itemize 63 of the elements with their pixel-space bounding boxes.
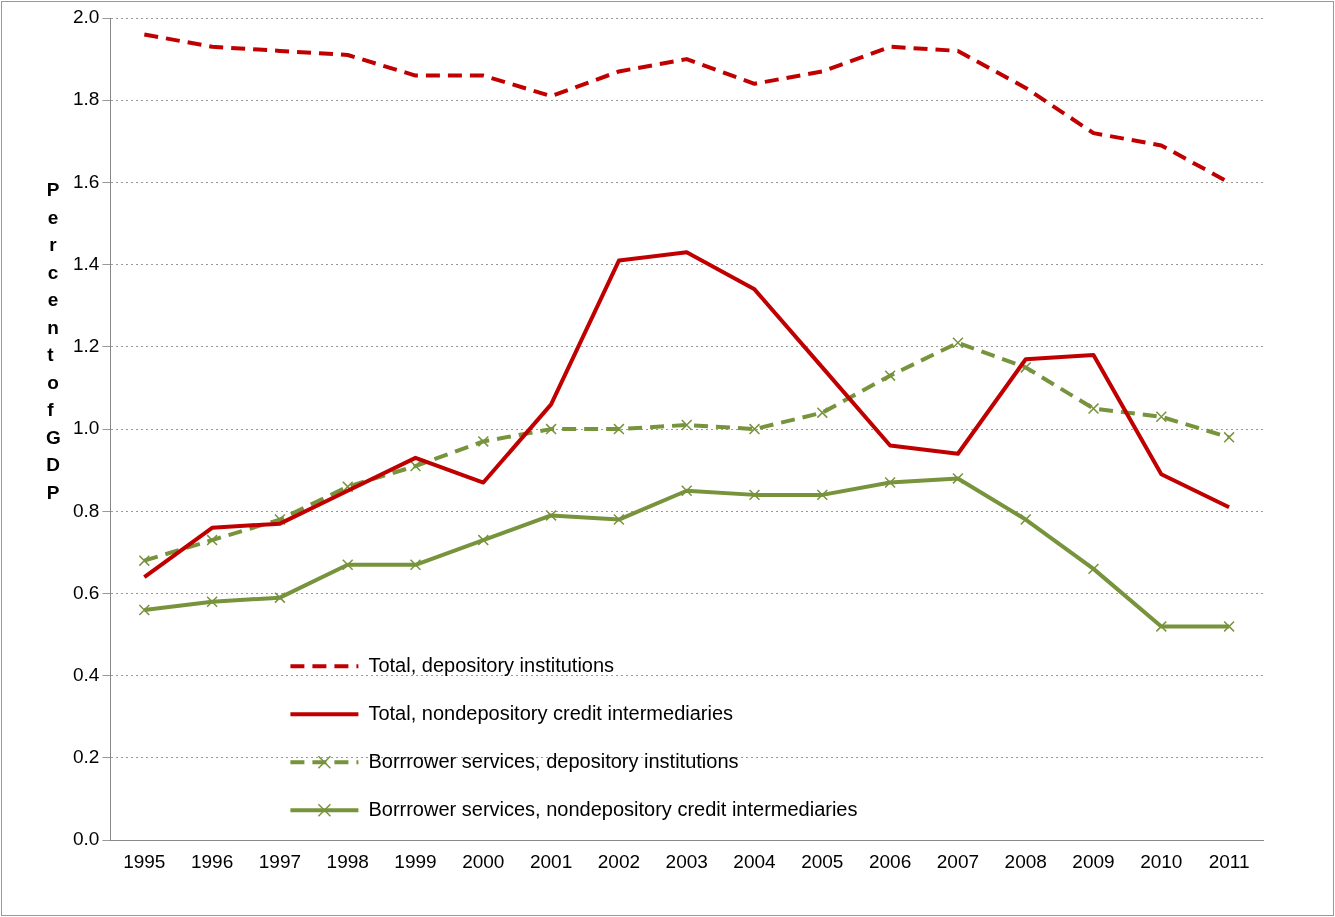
point [816,406,829,419]
y-tick-label: 1.6 [72,170,100,192]
x-tick-label: 2008 [1004,850,1047,872]
legend-label: Borrrower services, nondepository credit intermediaries [368,797,858,820]
point [681,419,693,431]
x-tick-label: 1999 [394,850,437,872]
legend-label: Total, depository institutions [368,653,615,676]
y-tick-label: 1.0 [72,417,100,439]
x-tick-label: 2006 [868,850,912,872]
point [613,423,625,435]
x-tick-label: 2004 [733,850,777,872]
legend-label: Borrrower services, depository institutions [368,749,739,772]
text: Percent of GDP [46,179,61,503]
y-tick-label: 1.4 [72,252,100,274]
point [884,369,896,382]
y-tick-label: 1.2 [72,335,100,357]
x-tick-label: 2007 [936,850,980,872]
point [477,435,490,448]
x-tick-label: 2011 [1208,850,1250,872]
legend-label: Total, nondepository credit intermediaries [368,701,734,724]
y-tick-label: 0.6 [72,581,100,603]
x-tick-label: 2002 [597,850,641,872]
x-tick-label: 2003 [665,850,708,872]
point [1155,620,1167,633]
point [884,476,896,489]
x-tick-label: 1998 [326,850,369,872]
point [681,485,693,497]
y-tick-label: 0.0 [72,828,100,850]
point [1155,411,1167,423]
y-tick-label: 2.0 [72,6,100,28]
point [477,534,490,546]
point [1223,620,1235,633]
point [274,591,286,604]
y-tick-label: 0.4 [72,663,100,685]
x-tick-label: 2005 [801,850,844,872]
point [748,489,761,501]
x-tick-label: 2000 [462,850,505,872]
point [342,559,354,571]
y-tick-label: 0.2 [72,746,100,768]
point [748,423,761,435]
point [409,559,422,571]
point [1223,431,1235,444]
point [138,554,151,567]
point [952,337,964,349]
point [1087,402,1100,415]
x-tick-label: 1995 [123,850,166,872]
y-tick-label: 0.8 [72,499,100,521]
point [816,489,829,501]
point [409,460,422,472]
x-tick-label: 2010 [1140,850,1183,872]
point [545,423,557,435]
point [613,513,625,526]
x-tick-label: 1996 [190,850,234,872]
y-tick-label: 1.8 [72,88,100,110]
x-tick-label: 1997 [258,850,302,872]
x-tick-label: 2001 [529,850,573,872]
point [206,596,218,608]
x-tick-label: 2009 [1072,850,1115,872]
point [206,534,218,546]
point [952,472,964,485]
point [342,480,354,493]
point [545,509,557,522]
point [138,604,151,616]
